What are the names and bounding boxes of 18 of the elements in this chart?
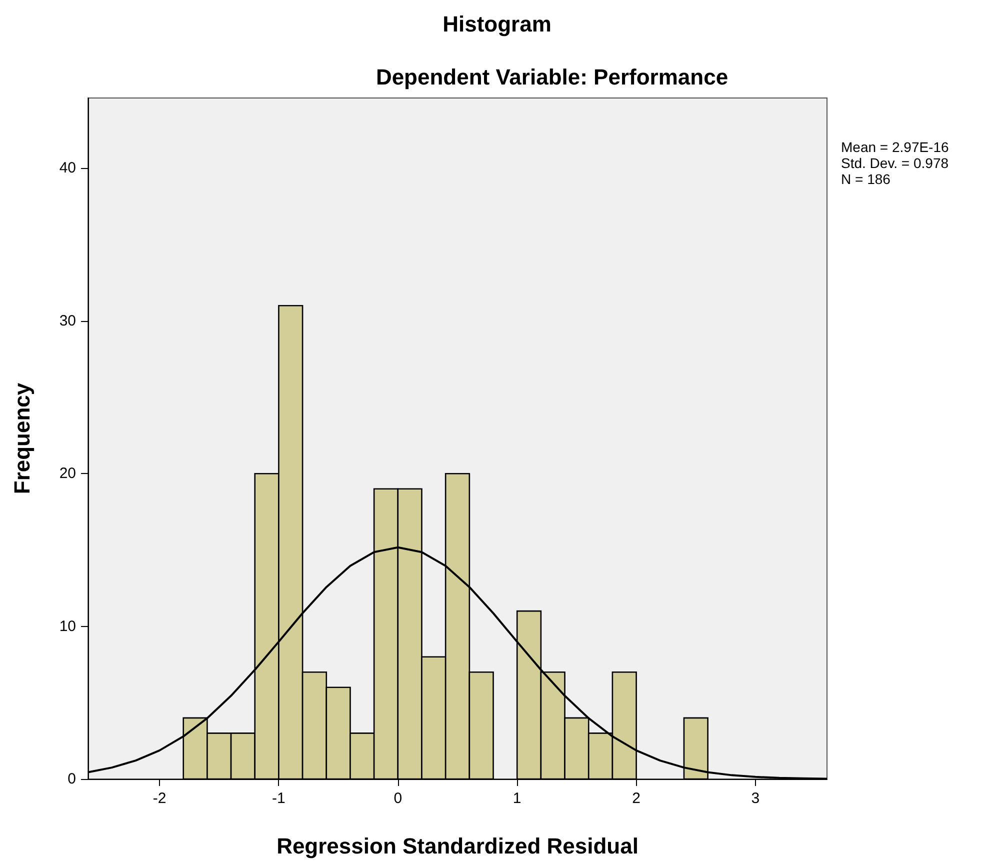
y-tick-label: 20 xyxy=(59,465,76,482)
y-tick-label: 10 xyxy=(59,618,76,635)
text: Std. Dev. = 0.978 xyxy=(841,155,949,171)
y-tick-label: 30 xyxy=(59,312,76,330)
y-tick-label: 40 xyxy=(59,160,76,177)
x-tick-label: 2 xyxy=(632,790,640,807)
x-tick-label: -1 xyxy=(272,790,286,807)
x-axis-title: Regression Standardized Residual xyxy=(276,834,638,858)
text: N = 186 xyxy=(841,171,891,187)
y-tick-label: 0 xyxy=(68,770,76,788)
y-axis-title: Frequency xyxy=(10,382,34,494)
x-tick-label: 0 xyxy=(394,790,402,807)
x-tick-label: 3 xyxy=(751,790,760,807)
chart-subtitle: Dependent Variable: Performance xyxy=(376,64,728,90)
chart-title: Histogram xyxy=(442,12,552,36)
x-tick-label: 1 xyxy=(512,790,522,807)
x-tick-label: -2 xyxy=(152,790,166,807)
text: Mean = 2.97E-16 xyxy=(841,139,950,155)
